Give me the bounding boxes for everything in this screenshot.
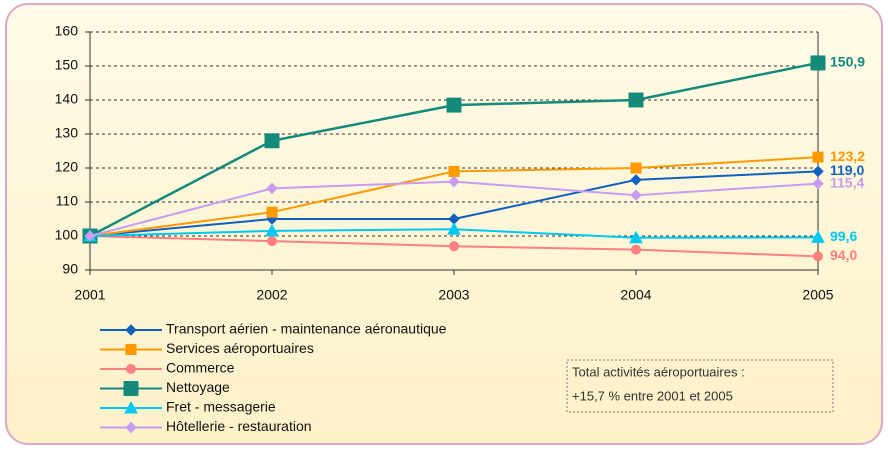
marker: [84, 230, 96, 242]
marker: [265, 223, 279, 237]
marker: [448, 165, 460, 177]
marker: [446, 97, 462, 113]
marker: [448, 175, 460, 188]
x-tick-label: 2005: [802, 287, 833, 303]
marker: [630, 189, 642, 201]
value-label: 119,0: [830, 162, 864, 178]
marker: [630, 162, 642, 174]
y-tick-label: 130: [55, 125, 79, 141]
marker: [266, 182, 278, 195]
marker: [628, 92, 644, 108]
marker: [447, 222, 461, 235]
y-tick-label: 90: [62, 261, 78, 277]
legend-label: Hôtellerie - restauration: [166, 418, 312, 434]
marker: [630, 174, 642, 186]
legend-label: Services aéroportuaires: [166, 340, 314, 356]
legend-marker: [123, 381, 139, 396]
legend-marker: [125, 421, 137, 434]
y-tick-label: 160: [55, 23, 79, 39]
legend-label: Fret - messagerie: [166, 399, 276, 415]
value-label: 94,0: [830, 247, 857, 263]
value-label: 150,9: [830, 54, 865, 70]
y-tick-label: 110: [56, 193, 79, 209]
legend-label: Transport aérien - maintenance aéronauti…: [166, 321, 447, 337]
legend-marker: [126, 364, 136, 374]
legend-marker: [125, 344, 137, 355]
marker: [631, 244, 641, 255]
x-tick-label: 2003: [438, 287, 469, 303]
marker: [629, 230, 643, 244]
x-tick-label: 2002: [256, 287, 287, 303]
marker: [264, 133, 280, 149]
marker: [811, 230, 825, 243]
marker: [812, 177, 824, 190]
x-tick-label: 2001: [74, 287, 105, 303]
marker: [267, 236, 277, 247]
marker: [449, 241, 459, 252]
annotation: +15,7 % entre 2001 et 2005: [572, 388, 733, 403]
marker: [813, 251, 823, 262]
annotation: Total activités aéroportuaires :: [572, 364, 745, 379]
value-label: 123,2: [830, 148, 865, 164]
legend-label: Commerce: [166, 360, 235, 376]
marker: [266, 206, 278, 218]
legend-label: Nettoyage: [166, 379, 230, 395]
value-label: 115,4: [830, 174, 864, 190]
y-tick-label: 140: [55, 91, 79, 107]
legend-marker: [124, 400, 138, 414]
legend-marker: [125, 324, 137, 336]
y-tick-label: 100: [55, 227, 79, 243]
value-label: 99,6: [830, 228, 857, 244]
x-tick-label: 2004: [620, 287, 651, 303]
annotation-box: [566, 359, 834, 413]
marker: [810, 55, 826, 71]
y-tick-label: 120: [55, 159, 79, 175]
y-tick-label: 150: [55, 57, 79, 73]
frame: [5, 3, 883, 445]
marker: [812, 151, 824, 163]
marker: [812, 165, 824, 178]
